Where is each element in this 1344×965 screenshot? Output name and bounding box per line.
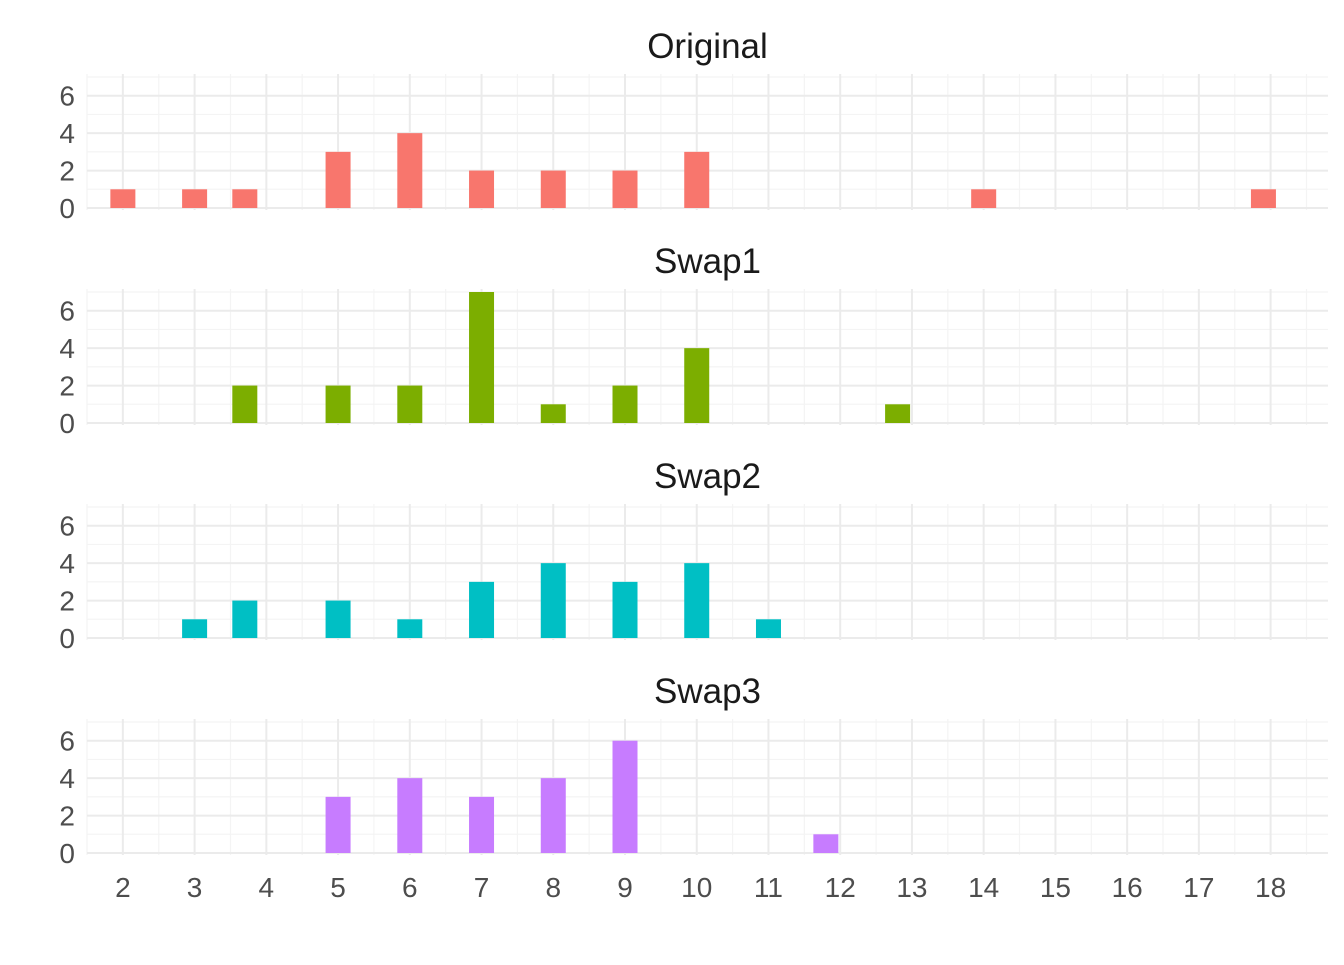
y-tick-label: 4 [59, 763, 75, 794]
bar [397, 385, 423, 423]
bar [612, 385, 638, 423]
panel-title: Swap1 [654, 242, 761, 281]
bar [612, 740, 638, 853]
y-tick-label: 6 [59, 296, 75, 327]
x-tick-label: 10 [681, 872, 712, 903]
bar [813, 834, 839, 853]
bar [885, 404, 911, 423]
bar [110, 189, 136, 208]
x-tick-label: 6 [402, 872, 418, 903]
y-tick-label: 2 [59, 371, 75, 402]
x-tick-label: 18 [1255, 872, 1286, 903]
bar [325, 385, 351, 423]
y-tick-label: 4 [59, 333, 75, 364]
x-tick-label: 12 [825, 872, 856, 903]
panel-title: Swap2 [654, 457, 761, 496]
bar [540, 563, 566, 638]
x-tick-label: 9 [617, 872, 633, 903]
x-tick-label: 4 [259, 872, 275, 903]
y-tick-label: 6 [59, 511, 75, 542]
bar [232, 189, 258, 208]
y-tick-label: 2 [59, 586, 75, 617]
bar [232, 385, 258, 423]
y-tick-label: 6 [59, 726, 75, 757]
panel-title: Original [647, 27, 768, 66]
bar [182, 619, 208, 638]
x-tick-label: 7 [474, 872, 490, 903]
y-tick-label: 2 [59, 801, 75, 832]
bar [612, 581, 638, 638]
bar [684, 348, 710, 423]
bar [540, 170, 566, 208]
panel-swap1: 0 2 4 6 Swap1 [59, 242, 1328, 439]
bar [325, 600, 351, 638]
bar [469, 292, 495, 423]
panel-original: 0 2 4 6 Original [59, 27, 1328, 224]
panel-swap3: 0 2 4 6 Swap3 [59, 672, 1328, 869]
bar [325, 796, 351, 853]
bar [971, 189, 997, 208]
x-tick-label: 5 [330, 872, 346, 903]
bar [182, 189, 208, 208]
x-tick-label: 2 [115, 872, 131, 903]
bar [397, 133, 423, 208]
y-tick-label: 4 [59, 118, 75, 149]
y-tick-label: 4 [59, 548, 75, 579]
bar [232, 600, 258, 638]
bar [469, 581, 495, 638]
bar [755, 619, 781, 638]
x-tick-label: 11 [754, 872, 783, 903]
y-tick-label: 0 [59, 838, 75, 869]
bar [540, 404, 566, 423]
bar [540, 778, 566, 853]
bar [684, 563, 710, 638]
bar [397, 619, 423, 638]
x-tick-label: 15 [1040, 872, 1071, 903]
x-tick-label: 17 [1183, 872, 1214, 903]
x-tick-label: 14 [968, 872, 999, 903]
x-tick-label: 16 [1112, 872, 1143, 903]
bar [684, 151, 710, 208]
y-tick-label: 0 [59, 193, 75, 224]
x-tick-label: 13 [896, 872, 927, 903]
bar [397, 778, 423, 853]
panel-swap2: 0 2 4 6 Swap2 [59, 457, 1328, 654]
x-tick-label: 8 [545, 872, 561, 903]
x-axis: 2 3 4 5 6 7 8 9 10 11 12 13 14 15 16 17 18 [115, 872, 1286, 903]
y-tick-label: 0 [59, 623, 75, 654]
bar [469, 796, 495, 853]
bar [325, 151, 351, 208]
panel-title: Swap3 [654, 672, 761, 711]
bar [469, 170, 495, 208]
bar [1250, 189, 1276, 208]
bar [612, 170, 638, 208]
y-tick-label: 2 [59, 156, 75, 187]
y-tick-label: 0 [59, 408, 75, 439]
x-tick-label: 3 [187, 872, 203, 903]
y-tick-label: 6 [59, 81, 75, 112]
